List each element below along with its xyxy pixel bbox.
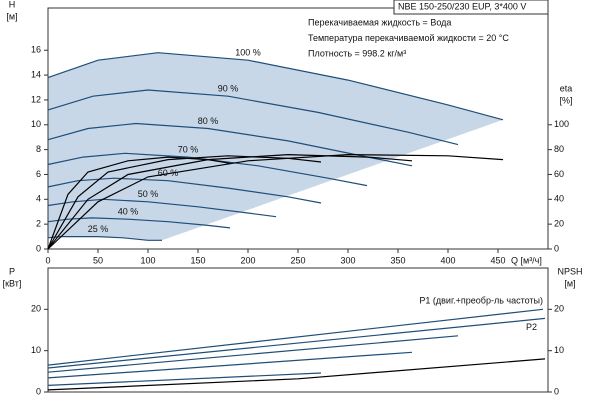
y2-tick-label: 100	[554, 119, 569, 129]
curve	[47, 372, 322, 386]
curve-label: 60 %	[158, 168, 179, 178]
secondary-curve	[47, 155, 322, 250]
y2-axis-unit: [%]	[559, 95, 572, 105]
y2-tick-label: 0	[554, 243, 559, 253]
y2-tick-label: 40	[554, 194, 564, 204]
y2-tick-label: 60	[554, 169, 564, 179]
plot-frame	[47, 267, 549, 393]
y-tick-label: 0	[36, 243, 41, 253]
y-tick-label: 8	[36, 144, 41, 154]
y-tick-label: 14	[31, 69, 41, 79]
x-tick-label: 150	[190, 255, 205, 265]
curve	[47, 152, 368, 187]
x-tick-label: 0	[45, 255, 50, 265]
y2-tick-label: 20	[554, 304, 564, 314]
secondary-curve	[47, 358, 546, 391]
secondary-curve	[47, 153, 504, 250]
curve	[47, 89, 459, 146]
x-tick-label: 200	[240, 255, 255, 265]
curve	[47, 351, 413, 379]
curve	[47, 217, 231, 229]
y-tick-label: 20	[31, 304, 41, 314]
curve-label: P1 (двиг.+преобр-ль частоты)	[419, 296, 543, 306]
chart-title: NBE 150-250/230 EUP, 3*400 V	[398, 1, 526, 11]
y2-axis-unit: [м]	[564, 278, 575, 288]
curve-label: 100 %	[235, 48, 261, 58]
y-tick-label: 10	[31, 119, 41, 129]
info-note: Температура перекачиваемой жидкости = 20…	[308, 33, 509, 43]
y-axis-unit: [м]	[6, 11, 17, 21]
y2-axis-label: eta	[560, 83, 573, 93]
curve-label: 25 %	[88, 224, 109, 234]
x-tick-label: 450	[490, 255, 505, 265]
curve	[47, 308, 544, 366]
x-tick-label: 300	[340, 255, 355, 265]
secondary-curve	[47, 156, 231, 250]
curve-label: P2	[526, 322, 537, 332]
x-tick-label: 100	[140, 255, 155, 265]
info-note: Плотность = 998.2 кг/м³	[308, 48, 406, 58]
y-tick-label: 2	[36, 219, 41, 229]
y-tick-label: 12	[31, 94, 41, 104]
curve	[47, 335, 459, 373]
curve-label: 40 %	[118, 207, 139, 217]
x-tick-label: 250	[290, 255, 305, 265]
y-axis-unit: [кВт]	[3, 278, 22, 288]
y-tick-label: 10	[31, 345, 41, 355]
x-axis-label: Q [м³/ч]	[511, 255, 542, 265]
x-tick-label: 400	[440, 255, 455, 265]
operating-area	[48, 52, 503, 241]
y-axis-label: P	[9, 266, 15, 276]
y2-axis-label: NPSH	[557, 266, 582, 276]
y-tick-label: 0	[36, 386, 41, 396]
y-tick-label: 6	[36, 169, 41, 179]
curve	[47, 317, 546, 369]
curve-label: 80 %	[198, 116, 219, 126]
y-tick-label: 4	[36, 194, 41, 204]
y-axis-label: H	[9, 0, 16, 9]
y2-tick-label: 0	[554, 386, 559, 396]
y2-tick-label: 80	[554, 144, 564, 154]
x-tick-label: 350	[390, 255, 405, 265]
curve-label: 90 %	[218, 84, 239, 94]
curve	[47, 198, 277, 218]
title-box	[393, 0, 549, 15]
curve	[47, 52, 504, 121]
curve	[47, 177, 322, 204]
curve-label: 70 %	[178, 144, 199, 154]
curve-label: 50 %	[138, 189, 159, 199]
info-note: Перекачиваемая жидкость = Вода	[308, 17, 451, 27]
x-tick-label: 50	[93, 255, 103, 265]
y-tick-label: 16	[31, 45, 41, 55]
y2-tick-label: 20	[554, 219, 564, 229]
y2-tick-label: 10	[554, 345, 564, 355]
